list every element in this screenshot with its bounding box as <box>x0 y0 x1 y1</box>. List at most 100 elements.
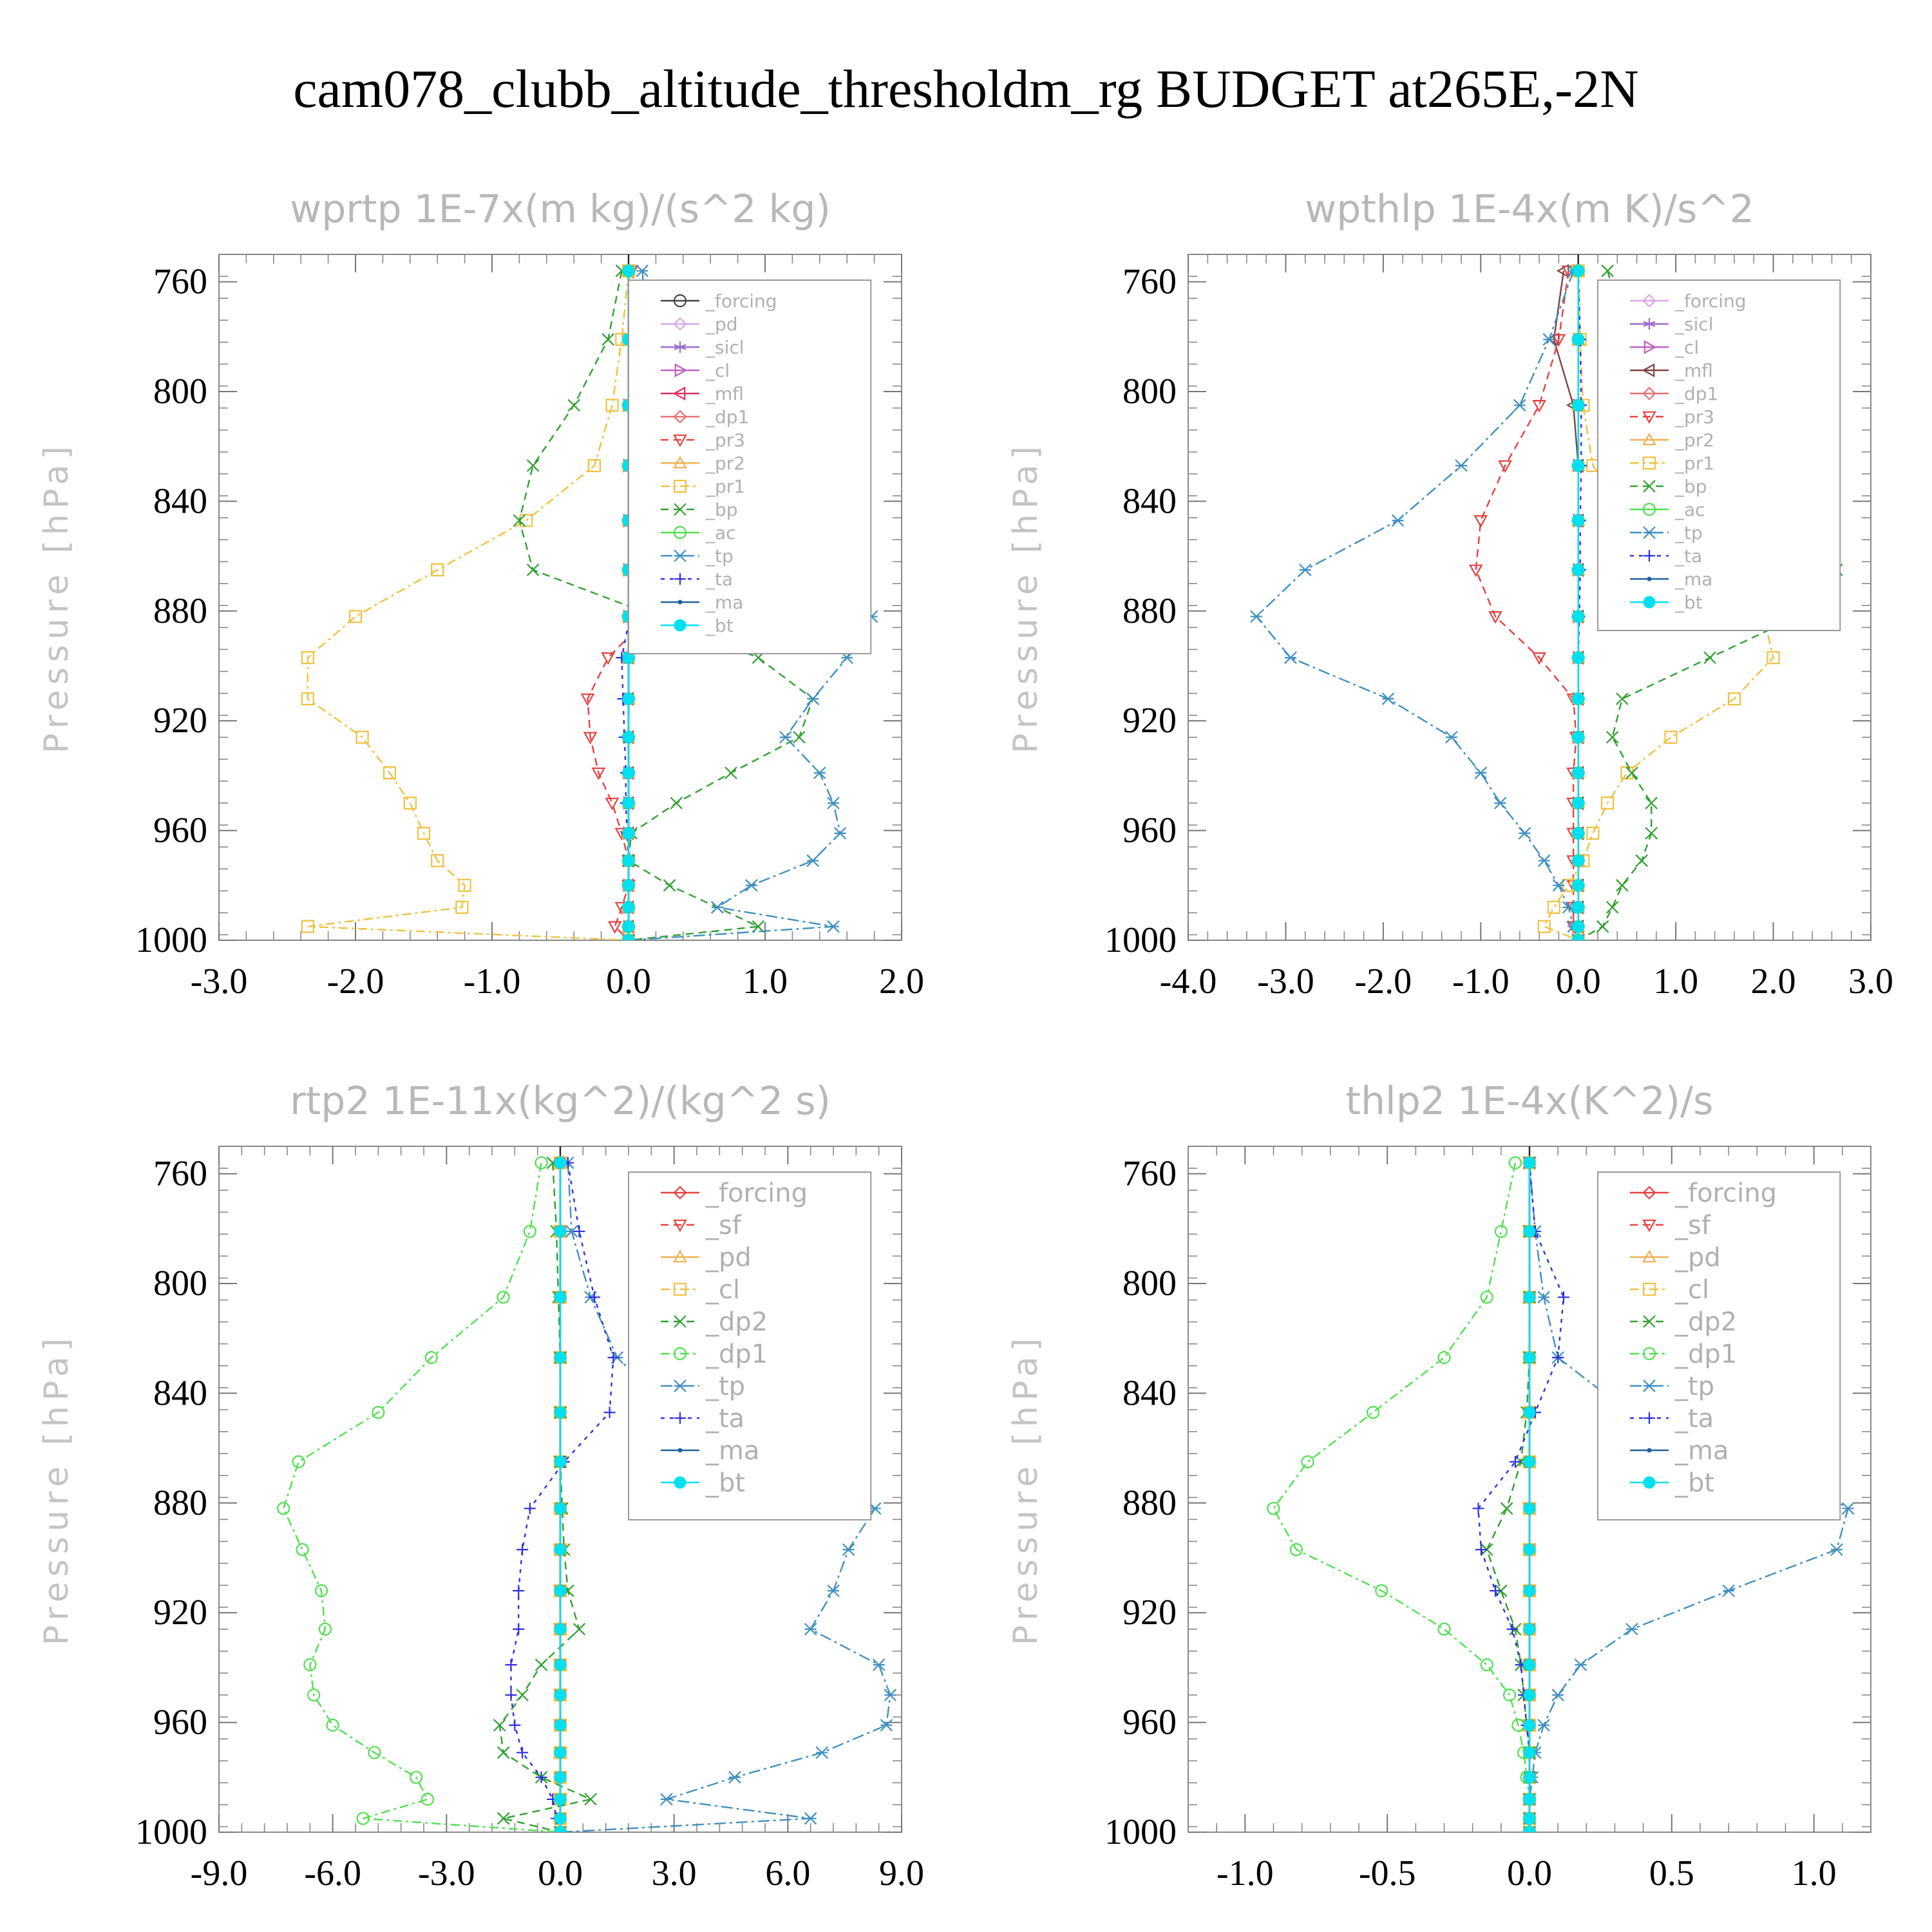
legend-marker <box>1643 1476 1656 1489</box>
legend-entry: _dp1 <box>1674 383 1718 404</box>
legend-marker <box>674 1412 686 1424</box>
data-point <box>516 1544 529 1556</box>
y-tick-label: 880 <box>153 1483 207 1523</box>
data-point <box>1523 1689 1536 1701</box>
legend-marker <box>1642 386 1656 401</box>
data-point <box>513 514 526 527</box>
data-point <box>1474 766 1488 779</box>
data-point <box>622 920 635 933</box>
data-point <box>1616 692 1629 705</box>
data-point <box>383 766 397 780</box>
data-point <box>554 1455 567 1468</box>
data-point <box>1513 399 1526 412</box>
data-point <box>497 1746 510 1759</box>
data-point <box>554 1584 567 1597</box>
series-pr1 <box>301 264 636 940</box>
data-point <box>591 767 606 781</box>
data-point <box>424 1350 438 1365</box>
data-point <box>497 1291 510 1304</box>
data-point <box>1475 1544 1487 1556</box>
data-point <box>589 1291 600 1303</box>
data-point <box>554 1658 567 1671</box>
data-point <box>554 1291 567 1303</box>
legend-marker <box>674 341 687 353</box>
data-point <box>728 1771 741 1784</box>
data-point <box>793 730 806 744</box>
data-point <box>509 1719 521 1731</box>
data-point <box>355 730 369 744</box>
series-dp1 <box>277 1156 567 1832</box>
data-point <box>1488 611 1502 624</box>
data-point <box>827 797 840 810</box>
data-point <box>1502 1688 1517 1702</box>
legend-marker <box>1643 1412 1655 1424</box>
data-point <box>745 879 758 892</box>
legend-entry: _forcing <box>1674 290 1747 312</box>
data-point <box>1480 1291 1493 1304</box>
legend-marker <box>674 503 687 516</box>
legend-marker <box>674 1315 687 1328</box>
legend: _forcing _sf _pd_cl_dp2 _dp1 _tp _ta_ma_bt <box>1597 1171 1841 1520</box>
y-tick-label: 960 <box>1122 811 1177 851</box>
data-point <box>806 854 819 867</box>
data-point <box>622 797 635 810</box>
legend-marker <box>1642 1282 1656 1296</box>
data-point <box>1437 1350 1451 1365</box>
data-point <box>1572 879 1585 892</box>
legend-entry: _cl <box>705 360 730 381</box>
y-tick-label: 920 <box>153 701 207 741</box>
data-point <box>368 1746 381 1759</box>
data-point <box>827 920 840 933</box>
data-point <box>1284 651 1297 664</box>
data-point <box>292 1455 305 1468</box>
data-point <box>318 1622 332 1636</box>
data-point <box>403 796 417 810</box>
legend-marker <box>673 1186 687 1200</box>
legend-entry: _bt <box>705 1468 745 1498</box>
data-point <box>1572 459 1585 472</box>
y-tick-label: 880 <box>1122 1483 1177 1523</box>
data-point <box>372 1406 385 1419</box>
data-point <box>1455 459 1468 472</box>
series-pr3 <box>1468 265 1586 940</box>
legend: _forcing _sf _pd_cl_dp2 _dp1 _tp _ta_ma_bt <box>628 1171 872 1520</box>
data-point <box>1586 826 1600 840</box>
series-bt <box>554 1157 567 1832</box>
y-tick-label: 760 <box>153 1154 207 1194</box>
data-point <box>1645 827 1658 840</box>
data-point <box>1523 1826 1536 1832</box>
x-tick-label: 0.0 <box>1507 1853 1552 1893</box>
legend: _forcing_pd_sicl_cl_mfl_dp1_pr3_pr2_pr1_… <box>628 279 872 654</box>
data-point <box>1601 796 1615 810</box>
data-point <box>301 920 314 933</box>
data-point <box>516 1747 529 1759</box>
data-point <box>1523 1543 1536 1556</box>
data-point <box>348 610 363 623</box>
data-point <box>1605 730 1619 744</box>
y-tick-label: 1000 <box>135 1812 207 1852</box>
legend-entry: _tp <box>1674 1372 1714 1401</box>
x-tick-label: -3.0 <box>191 961 248 1001</box>
data-point <box>1532 399 1547 413</box>
legend-marker <box>1643 318 1656 330</box>
panel-title: thlp2 1E-4x(K^2)/s <box>1345 1079 1713 1124</box>
series-line <box>1486 1162 1531 1832</box>
legend-entry: _dp2 <box>705 1307 768 1337</box>
data-point <box>1551 1689 1564 1701</box>
data-point <box>1523 1746 1536 1759</box>
x-tick-label: 1.0 <box>743 961 788 1001</box>
legend-box <box>1597 279 1841 631</box>
y-axis-label: Pressure [hPa] <box>37 1333 76 1645</box>
data-point <box>584 1793 597 1806</box>
data-point <box>622 766 635 779</box>
legend-entry: _bp <box>705 499 738 520</box>
data-point <box>1572 920 1585 933</box>
legend-marker <box>674 1379 687 1392</box>
data-point <box>833 827 847 840</box>
legend-marker <box>1642 411 1656 424</box>
data-point <box>1366 1406 1380 1419</box>
y-tick-label: 760 <box>1122 1154 1177 1194</box>
y-tick-label: 960 <box>153 1703 207 1743</box>
y-tick-label: 920 <box>1122 701 1177 741</box>
legend-entry: _ta <box>705 569 733 590</box>
